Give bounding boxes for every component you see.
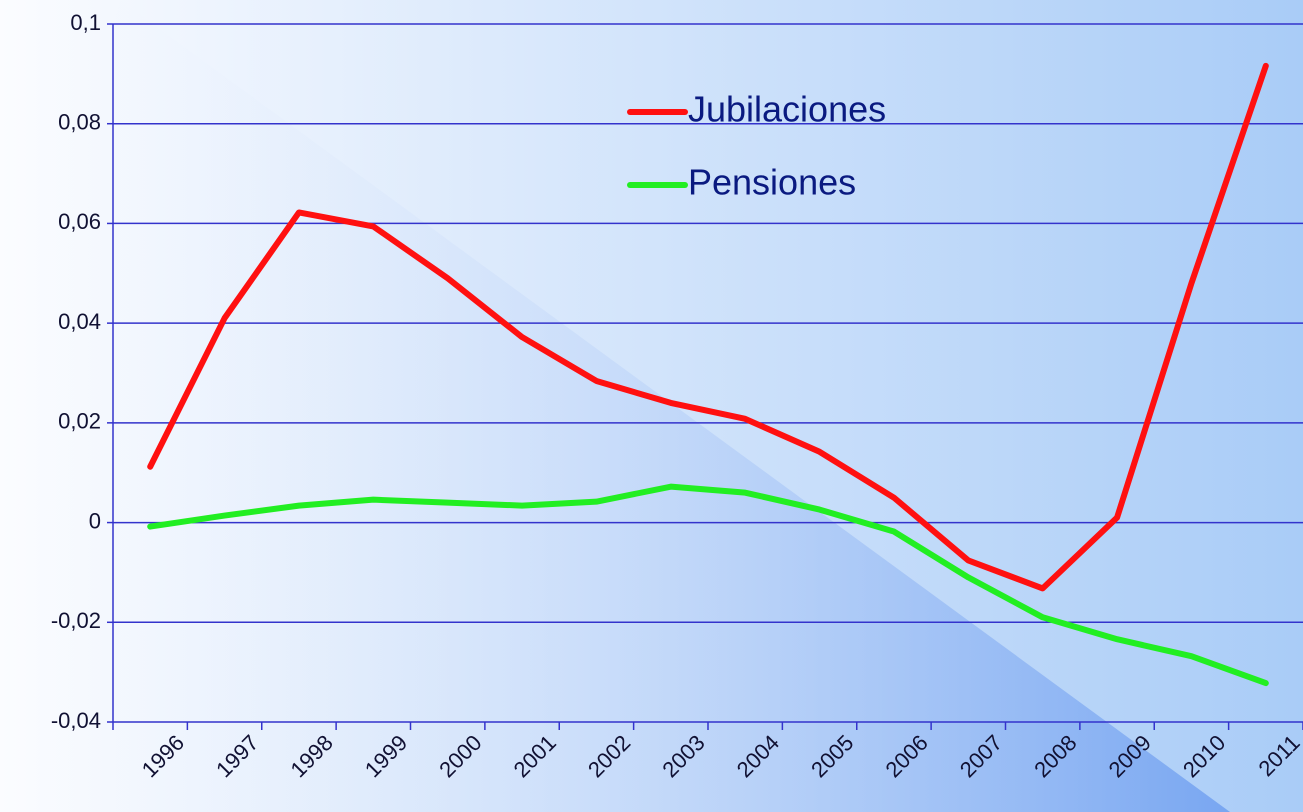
- series-line: [147, 483, 1269, 687]
- y-tick-label: 0: [89, 508, 101, 533]
- y-tick-label: 0,02: [58, 409, 101, 434]
- y-tick-label: 0,1: [70, 10, 101, 35]
- legend-label: Pensiones: [688, 162, 856, 203]
- y-tick-label: -0,02: [51, 608, 101, 633]
- y-tick-label: 0,08: [58, 110, 101, 135]
- background-band: [0, 0, 1230, 812]
- series-line: [147, 62, 1269, 592]
- legend-label: Jubilaciones: [688, 89, 886, 130]
- y-tick-label: 0,04: [58, 309, 101, 334]
- y-tick-label: -0,04: [51, 708, 101, 733]
- y-tick-label: 0,06: [58, 209, 101, 234]
